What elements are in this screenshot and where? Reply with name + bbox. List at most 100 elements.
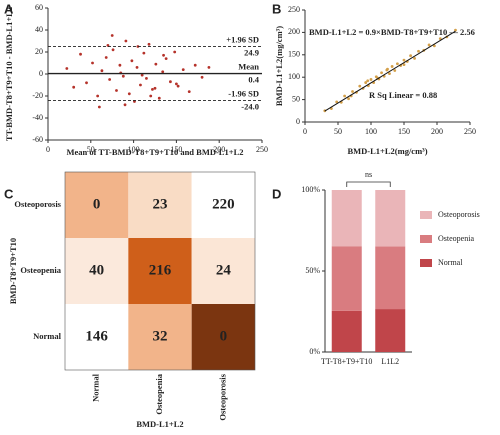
point xyxy=(104,56,108,59)
point xyxy=(97,105,101,109)
point xyxy=(432,44,436,48)
y-tick-label: 0% xyxy=(309,347,320,356)
point xyxy=(65,67,69,70)
y-category: Osteoporosis xyxy=(14,199,61,209)
cell-label: 40 xyxy=(89,262,104,278)
equation: BMD-L1+L2 = 0.9×BMD-T8+T9+T10 — 2.56 xyxy=(309,27,475,37)
point xyxy=(351,90,354,93)
point xyxy=(157,96,161,100)
point xyxy=(390,65,394,68)
point xyxy=(154,62,158,66)
y-tick-label: 250 xyxy=(288,5,300,14)
point xyxy=(366,79,370,83)
y-tick-label: 200 xyxy=(288,27,300,36)
x-tick-label: 0 xyxy=(303,127,307,136)
point xyxy=(145,77,148,80)
panel-letter: C xyxy=(4,186,14,201)
point xyxy=(162,53,165,57)
point xyxy=(139,83,142,87)
y-tick-label: 100 xyxy=(288,72,300,81)
x-tick-label: 50 xyxy=(334,127,342,136)
point xyxy=(358,84,362,88)
bar-segment xyxy=(331,190,362,247)
y-tick-label: 50 xyxy=(292,94,300,103)
point xyxy=(140,73,144,77)
heatmap-cell xyxy=(65,238,129,304)
heatmap-cell xyxy=(191,172,255,238)
heatmap-cell xyxy=(65,172,129,238)
panel-letter: A xyxy=(4,1,14,16)
heatmap-cell xyxy=(191,304,255,370)
point xyxy=(169,80,172,84)
annotation: ns xyxy=(365,170,372,179)
point xyxy=(176,84,180,88)
point xyxy=(123,103,127,107)
point xyxy=(142,51,146,55)
fit-line xyxy=(324,30,456,112)
x-axis-label: BMD-L1+L2 xyxy=(136,419,183,429)
point xyxy=(173,50,177,54)
point xyxy=(106,44,110,47)
point xyxy=(413,56,416,60)
x-tick-label: 200 xyxy=(431,127,443,136)
point xyxy=(147,42,151,46)
frame xyxy=(64,171,256,371)
heatmap-cell xyxy=(128,238,192,304)
point xyxy=(402,58,406,62)
point xyxy=(335,100,339,104)
point xyxy=(127,92,131,96)
y-tick-label: 0 xyxy=(296,117,300,126)
y-tick-label: -20 xyxy=(32,91,43,100)
x-tick-label: 0 xyxy=(46,145,50,154)
y-category: Normal xyxy=(33,331,61,341)
point xyxy=(111,48,115,52)
cell-label: 23 xyxy=(153,196,168,212)
x-tick-label: 150 xyxy=(398,127,410,136)
legend-label: Osteoporosis xyxy=(438,210,480,219)
point xyxy=(130,59,134,63)
point xyxy=(149,94,153,98)
x-tick-label: L1L2 xyxy=(381,357,399,366)
bar-segment xyxy=(375,309,406,352)
point xyxy=(175,82,178,86)
point xyxy=(343,94,346,98)
reference-value: 0.4 xyxy=(248,75,259,85)
reference-value: -24.0 xyxy=(241,101,259,111)
point xyxy=(121,74,125,78)
bar-segment xyxy=(331,246,362,311)
point xyxy=(388,72,391,76)
point xyxy=(207,66,211,69)
point xyxy=(364,81,368,84)
point xyxy=(369,78,373,81)
cell-label: 0 xyxy=(220,328,228,344)
x-tick-label: 150 xyxy=(170,145,182,154)
point xyxy=(85,81,88,85)
reference-name: -1.96 SD xyxy=(228,88,259,98)
heatmap-cell xyxy=(65,304,129,370)
point xyxy=(151,88,154,91)
point xyxy=(438,37,442,41)
y-tick-label: 60 xyxy=(35,3,43,12)
point xyxy=(108,78,112,81)
y-tick-label: 50% xyxy=(305,266,320,275)
cell-label: 220 xyxy=(212,196,235,212)
bar-segment xyxy=(375,246,406,310)
point xyxy=(153,86,157,90)
point xyxy=(136,45,140,48)
legend-swatch xyxy=(420,211,432,219)
y-category: Osteopenia xyxy=(20,265,61,275)
x-tick-label: 50 xyxy=(87,145,95,154)
point xyxy=(72,85,76,89)
x-tick-label: TT-T8+T9+T10 xyxy=(321,357,372,366)
point xyxy=(91,61,94,65)
x-category: Osteopenia xyxy=(154,373,164,414)
x-axis-label: BMD-L1+L2(mg/cm³) xyxy=(347,146,427,156)
x-tick-label: 250 xyxy=(464,127,476,136)
point xyxy=(409,54,412,58)
panel-letter: B xyxy=(272,1,281,16)
x-tick-label: 100 xyxy=(365,127,377,136)
cell-label: 146 xyxy=(85,328,108,344)
point xyxy=(347,97,350,101)
point xyxy=(193,63,197,67)
